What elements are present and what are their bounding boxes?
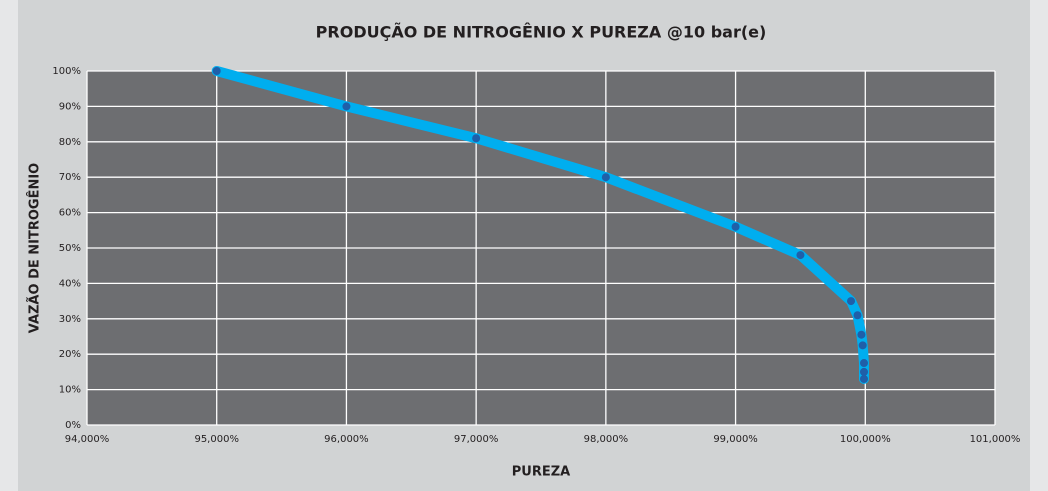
x-tick-label: 99,000% [713,434,758,445]
data-point [342,102,351,111]
x-tick-label: 94,000% [65,434,110,445]
x-tick-label: 98,000% [584,434,629,445]
data-point [859,359,868,368]
y-tick-label: 80% [59,137,81,148]
y-tick-label: 40% [59,278,81,289]
x-tick-label: 100,000% [840,434,891,445]
x-tick-label: 96,000% [324,434,369,445]
data-point [857,330,866,339]
y-tick-label: 100% [52,66,81,77]
y-tick-label: 50% [59,243,81,254]
data-point [601,173,610,182]
data-point [859,367,868,376]
data-point [472,134,481,143]
y-axis-label: VAZÃO DE NITROGÊNIO [27,163,43,333]
x-axis-label: PUREZA [512,465,570,480]
data-point [853,311,862,320]
chart-title: PRODUÇÃO DE NITROGÊNIO X PUREZA @10 bar(… [316,23,767,42]
y-tick-label: 0% [65,420,81,431]
y-tick-label: 20% [59,349,81,360]
data-point [859,374,868,383]
y-tick-label: 90% [59,101,81,112]
x-tick-label: 97,000% [454,434,499,445]
y-tick-label: 60% [59,208,81,219]
data-point [796,251,805,260]
data-point [847,297,856,306]
y-tick-label: 10% [59,385,81,396]
y-tick-label: 30% [59,314,81,325]
y-tick-label: 70% [59,172,81,183]
data-point [858,341,867,350]
data-point [731,222,740,231]
x-tick-label: 101,000% [970,434,1021,445]
x-tick-label: 95,000% [194,434,239,445]
data-point [212,67,221,75]
